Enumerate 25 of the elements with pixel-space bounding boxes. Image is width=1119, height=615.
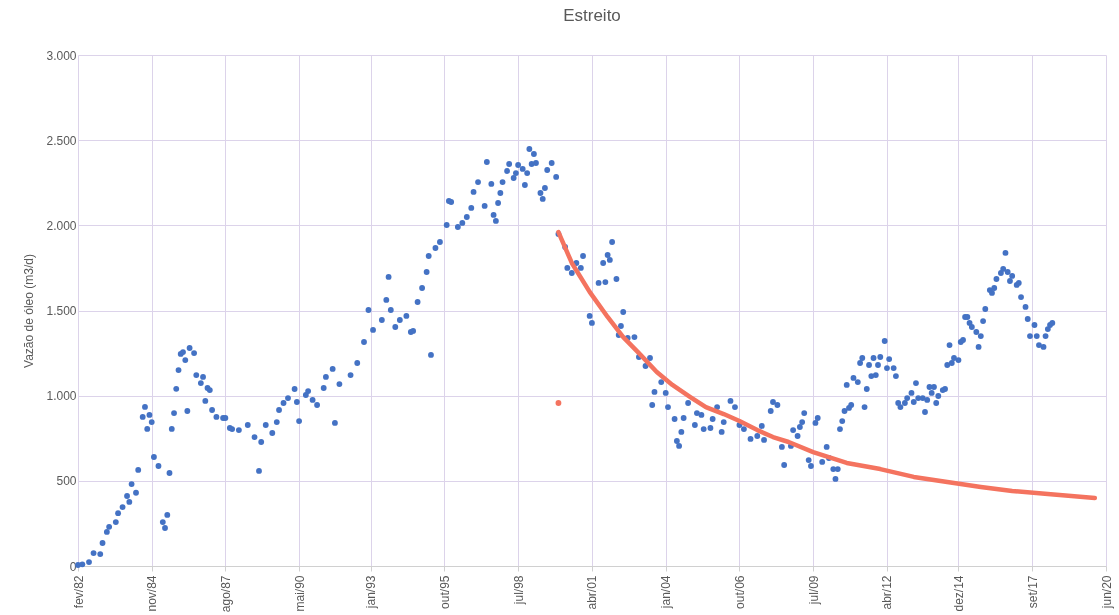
x-tick-label: abr/12 — [880, 575, 895, 610]
y-tick-label: 3.000 — [46, 48, 77, 63]
x-tick-label: dez/14 — [951, 575, 966, 612]
x-tick-label: jul/98 — [511, 575, 526, 606]
x-tick-label: out/06 — [732, 575, 747, 609]
y-tick-label: 500 — [56, 474, 77, 489]
x-tick-label: jan/93 — [364, 575, 379, 610]
x-tick-label: mai/90 — [292, 575, 307, 612]
y-tick-label: 2.500 — [46, 133, 77, 148]
x-tick-label: jan/04 — [659, 575, 674, 610]
y-tick-label: 0 — [69, 559, 77, 574]
x-tick-label: out/95 — [437, 575, 452, 609]
chart-title: Estreito — [563, 6, 621, 25]
y-tick-label: 1.500 — [46, 304, 77, 318]
x-tick-label: jun/20 — [1099, 575, 1114, 610]
x-tick-label: jul/09 — [806, 575, 821, 606]
line-series — [556, 229, 1098, 501]
y-tick-label: 1.000 — [46, 389, 77, 404]
x-tick-label: nov/84 — [145, 575, 160, 612]
x-tick-label: set/17 — [1025, 575, 1040, 609]
x-tick-label: ago/87 — [218, 575, 233, 613]
y-axis-title: Vazão de óleo (m3/d) — [22, 254, 37, 368]
x-tick-label: fev/82 — [71, 575, 86, 609]
x-tick-label: abr/01 — [585, 575, 600, 610]
y-tick-label: 2.000 — [46, 218, 77, 233]
